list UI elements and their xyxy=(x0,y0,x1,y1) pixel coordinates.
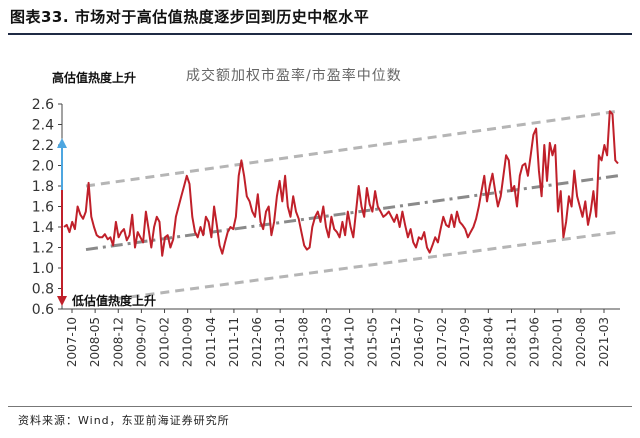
x-tick-label: 2010-09 xyxy=(181,317,195,367)
x-tick-label: 2012-06 xyxy=(250,317,264,367)
lower-trend-line xyxy=(85,230,619,305)
figure-title: 图表33. 市场对于高估值热度逐步回到历史中枢水平 xyxy=(10,8,370,26)
chart-series xyxy=(63,110,619,257)
y-tick-label: 1.6 xyxy=(32,200,54,216)
title-divider xyxy=(8,33,632,35)
x-tick-label: 2013-08 xyxy=(296,317,310,367)
x-tick-label: 2021-03 xyxy=(597,317,611,367)
x-tick-label: 2017-02 xyxy=(435,317,449,367)
y-tick-label: 2.4 xyxy=(32,118,54,134)
y-tick-label: 1.8 xyxy=(32,179,54,195)
x-tick-label: 2020-01 xyxy=(551,317,565,367)
x-tick-label: 2009-07 xyxy=(134,317,148,367)
y-tick-label: 1.4 xyxy=(32,220,54,236)
x-tick-label: 2018-11 xyxy=(504,317,518,367)
x-tick-label: 2013-01 xyxy=(273,317,287,367)
x-tick-label: 2015-05 xyxy=(366,317,380,367)
x-tick-label: 2014-10 xyxy=(343,317,357,367)
x-tick-label: 2015-12 xyxy=(389,317,403,367)
x-tick-label: 2008-05 xyxy=(88,317,102,367)
chart: 2.6 2.4 2.2 2.0 1.8 1.6 1.4 1.2 1.0 0.8 0.6 2007-10… xyxy=(32,67,620,367)
y-tick-label: 2.0 xyxy=(32,159,54,175)
source-note: 资料来源：Wind，东亚前海证券研究所 xyxy=(18,414,230,427)
chart-axes: 2.6 2.4 2.2 2.0 1.8 1.6 1.4 1.2 1.0 0.8 0.6 2007-10… xyxy=(32,97,620,367)
x-tick-label: 2014-03 xyxy=(319,317,333,367)
x-tick-label: 2020-08 xyxy=(574,317,588,367)
source-divider xyxy=(8,406,632,407)
x-tick-label: 2017-09 xyxy=(458,317,472,367)
down-arrow-head xyxy=(57,296,67,306)
trend-channel xyxy=(85,109,619,305)
annotation-low-valuation: 低估值热度上升 xyxy=(71,293,156,308)
x-tick-label: 2018-04 xyxy=(481,317,495,367)
y-tick-label: 2.6 xyxy=(32,97,54,113)
y-tick-label: 1.0 xyxy=(32,261,54,277)
up-arrow-head xyxy=(57,138,67,148)
middle-trend-line xyxy=(85,174,619,252)
y-tick-label: 2.2 xyxy=(32,138,54,154)
annotation-high-valuation: 高估值热度上升 xyxy=(52,70,136,85)
series-line-0 xyxy=(63,110,619,257)
x-tick-label: 2011-04 xyxy=(204,317,218,367)
x-tick-label: 2016-07 xyxy=(412,317,426,367)
series-label: 成交额加权市盈率/市盈率中位数 xyxy=(186,67,402,84)
x-tick-label: 2019-06 xyxy=(528,317,542,367)
x-tick-label: 2011-11 xyxy=(227,317,241,367)
y-tick-label: 0.8 xyxy=(32,282,54,298)
y-tick-label: 1.2 xyxy=(32,241,54,257)
x-tick-label: 2008-12 xyxy=(111,317,125,367)
x-tick-label: 2007-10 xyxy=(65,317,79,367)
x-tick-label: 2010-02 xyxy=(158,317,172,367)
y-tick-label: 0.6 xyxy=(32,302,54,318)
